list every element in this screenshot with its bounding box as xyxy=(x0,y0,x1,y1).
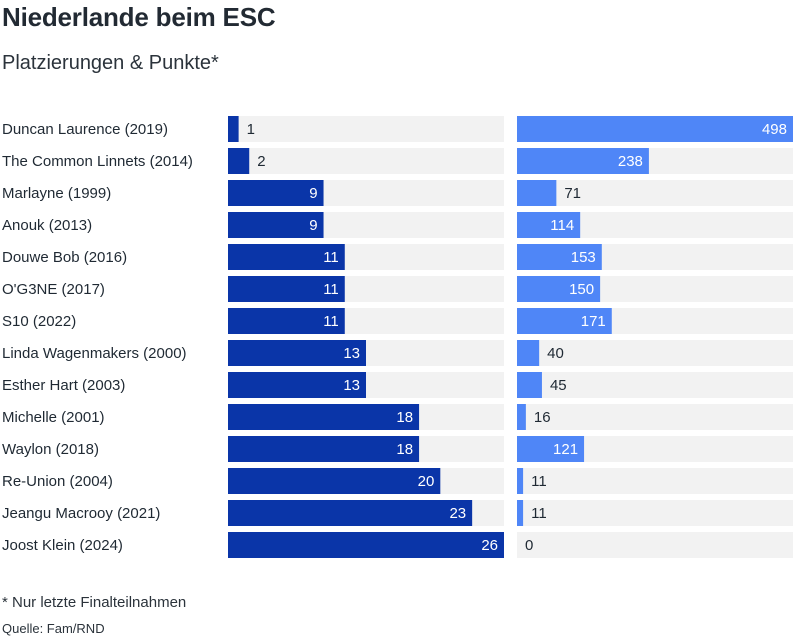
data-label: 171 xyxy=(581,313,606,330)
bar xyxy=(228,308,345,334)
data-label: 11 xyxy=(531,473,547,490)
bar xyxy=(228,244,345,270)
bar-track xyxy=(517,500,793,526)
bar xyxy=(228,436,420,462)
category-label: Joost Klein (2024) xyxy=(2,537,123,554)
data-label: 9 xyxy=(309,185,317,202)
data-label: 238 xyxy=(618,153,643,170)
bar-track xyxy=(517,404,793,430)
bar xyxy=(228,276,345,302)
category-label: Anouk (2013) xyxy=(2,217,92,234)
bar xyxy=(228,116,239,142)
bar xyxy=(517,148,649,174)
data-label: 13 xyxy=(343,377,360,394)
data-label: 121 xyxy=(553,441,578,458)
data-label: 11 xyxy=(323,249,339,266)
bar xyxy=(228,532,504,558)
category-label: Marlayne (1999) xyxy=(2,185,111,202)
bar xyxy=(517,468,524,494)
bar xyxy=(517,180,557,206)
data-label: 26 xyxy=(481,537,498,554)
category-label: Re-Union (2004) xyxy=(2,473,113,490)
data-label: 71 xyxy=(564,185,581,202)
data-label: 13 xyxy=(343,345,360,362)
data-label: 11 xyxy=(323,281,339,298)
bar xyxy=(517,244,602,270)
data-label: 11 xyxy=(531,505,547,522)
data-label: 2 xyxy=(257,153,265,170)
chart-subtitle: Platzierungen & Punkte* xyxy=(2,52,219,74)
bar xyxy=(228,404,420,430)
bar-track xyxy=(517,532,793,558)
chart-title: Niederlande beim ESC xyxy=(2,2,276,32)
category-label: The Common Linnets (2014) xyxy=(2,153,193,170)
data-label: 153 xyxy=(571,249,596,266)
category-label: Michelle (2001) xyxy=(2,409,105,426)
data-label: 20 xyxy=(418,473,435,490)
bar-track xyxy=(517,468,793,494)
category-label: S10 (2022) xyxy=(2,313,76,330)
data-label: 498 xyxy=(762,121,787,138)
category-label: Waylon (2018) xyxy=(2,441,99,458)
data-label: 0 xyxy=(525,537,533,554)
bar-track xyxy=(517,372,793,398)
data-label: 114 xyxy=(550,217,574,234)
bar xyxy=(228,148,250,174)
data-label: 9 xyxy=(309,217,317,234)
bar xyxy=(517,116,793,142)
bar-track xyxy=(517,340,793,366)
bar xyxy=(517,404,526,430)
bar xyxy=(517,340,540,366)
category-label: Duncan Laurence (2019) xyxy=(2,121,168,138)
category-label: Jeangu Macrooy (2021) xyxy=(2,505,160,522)
footnote: * Nur letzte Finalteilnahmen xyxy=(2,594,187,611)
category-label: Esther Hart (2003) xyxy=(2,377,125,394)
category-label: O'G3NE (2017) xyxy=(2,281,105,298)
category-label: Douwe Bob (2016) xyxy=(2,249,127,266)
bar xyxy=(517,436,585,462)
data-label: 11 xyxy=(323,313,339,330)
bar xyxy=(228,468,441,494)
bar xyxy=(228,340,366,366)
bar xyxy=(517,276,601,302)
bar-chart: Duncan Laurence (2019) 1 498 The Common Lin… xyxy=(2,116,793,558)
data-label: 40 xyxy=(547,345,564,362)
data-label: 23 xyxy=(449,505,466,522)
source-note: Quelle: Fam/RND xyxy=(2,621,105,636)
bar xyxy=(228,180,324,206)
data-label: 150 xyxy=(569,281,594,298)
bar xyxy=(228,212,324,238)
bar-track xyxy=(228,116,504,142)
data-label: 45 xyxy=(550,377,567,394)
bar xyxy=(517,308,612,334)
bar-track xyxy=(517,180,793,206)
data-label: 1 xyxy=(247,121,255,138)
bar-track xyxy=(228,148,504,174)
bar xyxy=(517,500,524,526)
bar xyxy=(228,500,473,526)
bar xyxy=(228,372,366,398)
data-label: 16 xyxy=(534,409,551,426)
data-label: 18 xyxy=(396,409,413,426)
data-label: 18 xyxy=(396,441,413,458)
category-label: Linda Wagenmakers (2000) xyxy=(2,345,187,362)
bar xyxy=(517,372,542,398)
bar xyxy=(517,212,581,238)
